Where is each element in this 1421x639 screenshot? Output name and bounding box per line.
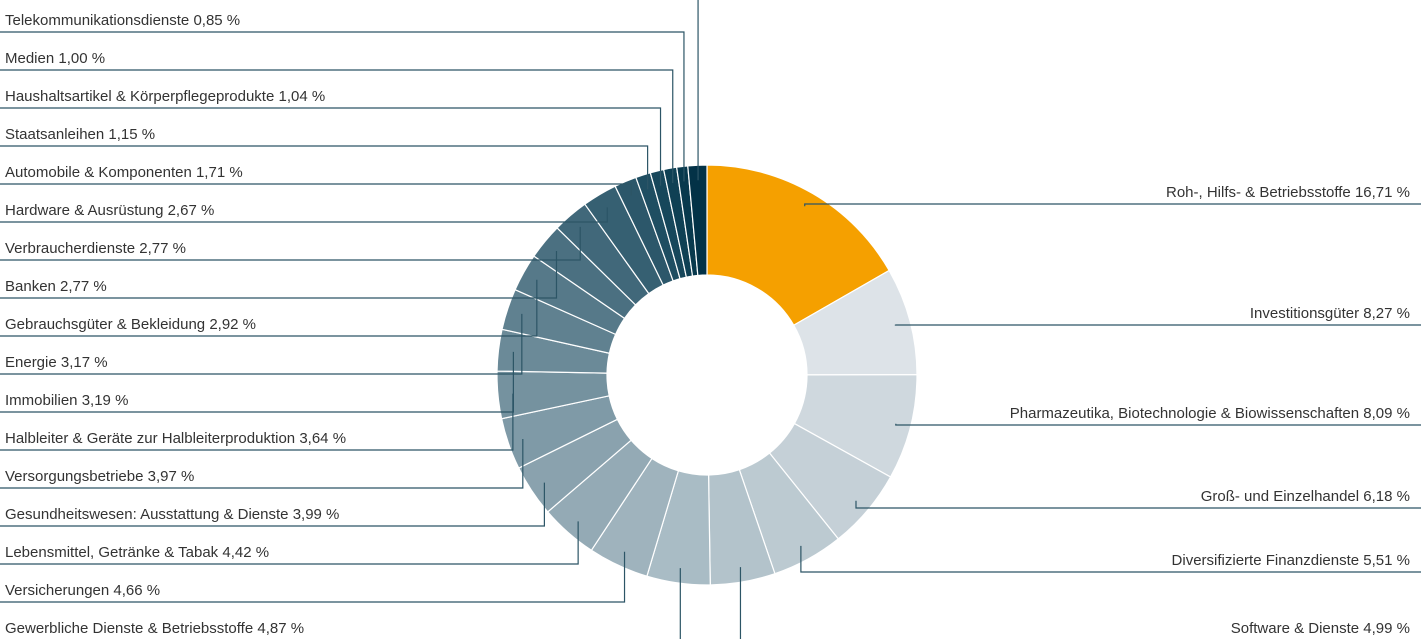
value-label: 5,51 % xyxy=(1363,552,1410,569)
value-label: 4,42 % xyxy=(222,544,269,561)
leader-line xyxy=(0,482,545,527)
value-label: 3,17 % xyxy=(61,354,108,371)
value-label: 2,77 % xyxy=(139,240,186,257)
category-label: Gesundheitswesen: Ausstattung & Dienste xyxy=(5,506,289,523)
slice-label: Pharmazeutika, Biotechnologie & Biowisse… xyxy=(1010,405,1410,422)
leader-line xyxy=(0,107,662,186)
category-label: Telekommunikationsdienste xyxy=(5,12,189,29)
category-label: Banken xyxy=(5,278,56,295)
value-label: 8,09 % xyxy=(1363,405,1410,422)
category-label: Versicherungen xyxy=(5,582,109,599)
category-label: Gewerbliche Dienste & Betriebsstoffe xyxy=(5,620,253,637)
leader-line xyxy=(0,31,685,182)
leader-line xyxy=(804,203,1421,207)
value-label: 4,87 % xyxy=(257,620,304,637)
category-label: Immobilien xyxy=(5,392,78,409)
slice-label: Investitionsgüter 8,27 % xyxy=(1250,305,1410,322)
leader-line xyxy=(800,545,1421,573)
slice-label: Staatsanleihen 1,15 % xyxy=(5,126,155,143)
category-label: Medien xyxy=(5,50,54,67)
leader-line xyxy=(0,313,523,375)
value-label: 1,04 % xyxy=(279,88,326,105)
slice-label: Immobilien 3,19 % xyxy=(5,392,128,409)
value-label: 6,18 % xyxy=(1363,488,1410,505)
value-label: 1,15 % xyxy=(108,126,155,143)
category-label: Versorgungsbetriebe xyxy=(5,468,143,485)
value-label: 2,67 % xyxy=(168,202,215,219)
leader-line xyxy=(679,568,681,639)
leader-line xyxy=(0,351,514,413)
leader-line xyxy=(0,439,524,489)
category-label: Hardware & Ausrüstung xyxy=(5,202,163,219)
category-label: Gebrauchsgüter & Bekleidung xyxy=(5,316,205,333)
slice-label: Banken 2,77 % xyxy=(5,278,107,295)
slice-label: Gebrauchsgüter & Bekleidung 2,92 % xyxy=(5,316,256,333)
slice-label: Groß- und Einzelhandel 6,18 % xyxy=(1201,488,1410,505)
leader-line xyxy=(0,551,626,603)
slice-label: Telekommunikationsdienste 0,85 % xyxy=(5,12,240,29)
value-label: 3,99 % xyxy=(293,506,340,523)
category-label: Roh-, Hilfs- & Betriebsstoffe xyxy=(1166,184,1351,201)
category-label: Pharmazeutika, Biotechnologie & Biowisse… xyxy=(1010,405,1359,422)
value-label: 3,19 % xyxy=(82,392,129,409)
value-label: 0,85 % xyxy=(193,12,240,29)
slice-label: Hardware & Ausrüstung 2,67 % xyxy=(5,202,214,219)
slice-label: Haushaltsartikel & Körperpflegeprodukte … xyxy=(5,88,325,105)
slice-label: Gewerbliche Dienste & Betriebsstoffe 4,8… xyxy=(5,620,304,637)
leader-line xyxy=(0,145,649,190)
category-label: Diversifizierte Finanzdienste xyxy=(1172,552,1360,569)
category-label: Staatsanleihen xyxy=(5,126,104,143)
slice-label: Automobile & Komponenten 1,71 % xyxy=(5,164,243,181)
slice xyxy=(706,164,890,327)
slice-label: Medien 1,00 % xyxy=(5,50,105,67)
leader-line xyxy=(0,207,608,223)
value-label: 3,64 % xyxy=(299,430,346,447)
slice-label: Diversifizierte Finanzdienste 5,51 % xyxy=(1172,552,1410,569)
category-label: Groß- und Einzelhandel xyxy=(1201,488,1359,505)
category-label: Automobile & Komponenten xyxy=(5,164,192,181)
slice-label: Energie 3,17 % xyxy=(5,354,108,371)
slice-label: Verbraucherdienste 2,77 % xyxy=(5,240,186,257)
value-label: 8,27 % xyxy=(1363,305,1410,322)
value-label: 3,97 % xyxy=(148,468,195,485)
leader-line xyxy=(0,69,674,184)
slice xyxy=(687,164,708,277)
leader-line xyxy=(0,251,558,299)
leader-line xyxy=(0,183,632,196)
category-label: Haushaltsartikel & Körperpflegeprodukte xyxy=(5,88,274,105)
leader-line xyxy=(0,226,581,261)
value-label: 4,99 % xyxy=(1363,620,1410,637)
slice-label: Lebensmittel, Getränke & Tabak 4,42 % xyxy=(5,544,269,561)
slice-label: Roh-, Hilfs- & Betriebsstoffe 16,71 % xyxy=(1166,184,1410,201)
category-label: Energie xyxy=(5,354,57,371)
leader-line xyxy=(855,500,1421,509)
value-label: 2,77 % xyxy=(60,278,107,295)
slice-label: Versicherungen 4,66 % xyxy=(5,582,160,599)
leader-line xyxy=(739,567,742,639)
category-label: Investitionsgüter xyxy=(1250,305,1359,322)
category-label: Verbraucherdienste xyxy=(5,240,135,257)
slice-label: Software & Dienste 4,99 % xyxy=(1231,620,1410,637)
value-label: 1,00 % xyxy=(58,50,105,67)
slice-label: Versorgungsbetriebe 3,97 % xyxy=(5,468,194,485)
category-label: Software & Dienste xyxy=(1231,620,1359,637)
value-label: 16,71 % xyxy=(1355,184,1410,201)
value-label: 4,66 % xyxy=(113,582,160,599)
value-label: 1,71 % xyxy=(196,164,243,181)
slice-label: Gesundheitswesen: Ausstattung & Dienste … xyxy=(5,506,339,523)
leader-line xyxy=(0,521,579,565)
category-label: Lebensmittel, Getränke & Tabak xyxy=(5,544,219,561)
slice-label: Halbleiter & Geräte zur Halbleiterproduk… xyxy=(5,430,346,447)
value-label: 2,92 % xyxy=(209,316,256,333)
category-label: Halbleiter & Geräte zur Halbleiterproduk… xyxy=(5,430,295,447)
leader-line xyxy=(895,423,1421,426)
